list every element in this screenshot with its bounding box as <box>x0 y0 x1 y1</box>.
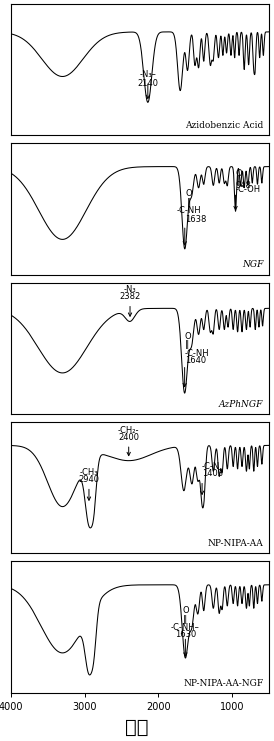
Text: ‖: ‖ <box>185 340 189 350</box>
Text: 1638: 1638 <box>185 215 206 224</box>
Text: 1640: 1640 <box>185 356 206 365</box>
Text: 1403: 1403 <box>202 469 223 478</box>
Text: -C-NH–: -C-NH– <box>171 622 200 632</box>
Text: -C-OH: -C-OH <box>236 185 261 193</box>
Text: 948: 948 <box>236 181 252 190</box>
Text: O: O <box>182 606 189 615</box>
Text: O: O <box>186 189 192 199</box>
Text: -C-NH: -C-NH <box>177 206 201 215</box>
Text: NGF: NGF <box>242 260 263 270</box>
Text: -CH₂-: -CH₂- <box>118 426 139 435</box>
Text: 2400: 2400 <box>118 433 139 442</box>
Text: -N₃–: -N₃– <box>139 70 156 79</box>
Text: ‖: ‖ <box>183 614 187 624</box>
Text: -CH₃: -CH₃ <box>80 468 98 477</box>
Text: 2940: 2940 <box>78 475 99 484</box>
Text: O: O <box>236 170 242 179</box>
Text: -C-NH: -C-NH <box>185 349 209 358</box>
Text: ‖: ‖ <box>187 198 191 207</box>
Text: 2140: 2140 <box>137 79 158 88</box>
Text: O: O <box>185 332 191 341</box>
Text: -N₃: -N₃ <box>124 285 136 294</box>
Text: 2382: 2382 <box>119 292 141 302</box>
Text: -C-N: -C-N <box>202 462 220 471</box>
Text: AzPhNGF: AzPhNGF <box>219 399 263 409</box>
Text: 1630: 1630 <box>175 630 196 639</box>
Text: NP-NIPA-AA: NP-NIPA-AA <box>208 539 263 548</box>
Text: ‖: ‖ <box>236 176 240 185</box>
Text: 波数: 波数 <box>125 718 149 737</box>
Text: Azidobenzic Acid: Azidobenzic Acid <box>185 121 263 130</box>
Text: NP-NIPA-AA-NGF: NP-NIPA-AA-NGF <box>183 679 263 688</box>
